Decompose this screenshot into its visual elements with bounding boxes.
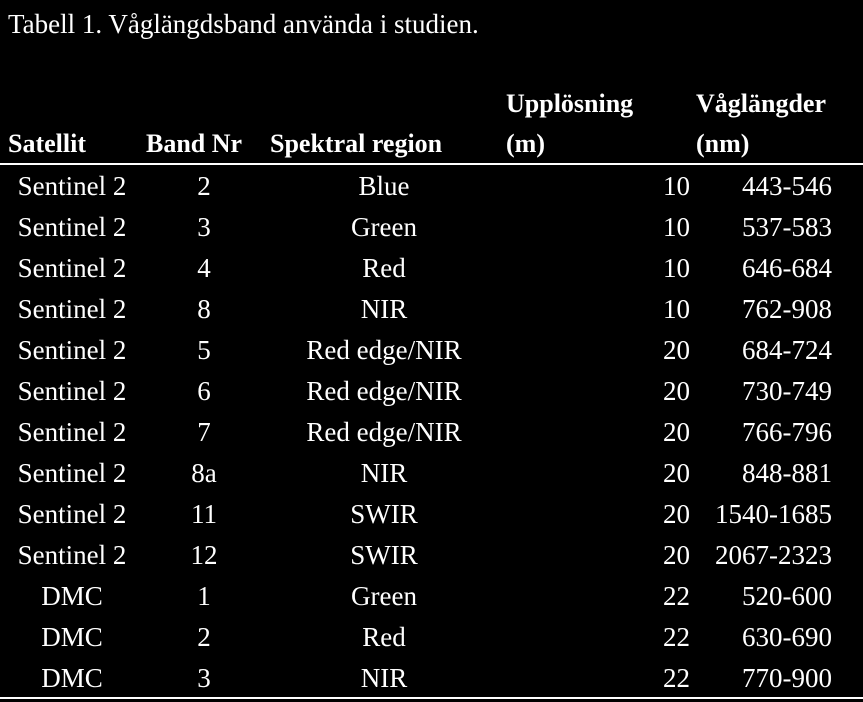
cell-band: 3	[197, 663, 211, 693]
cell-wavelength: 770-900	[742, 663, 832, 693]
table-row: Sentinel 2 7 Red edge/NIR 20 766-796	[0, 412, 863, 453]
header-divider	[0, 163, 863, 165]
cell-spectral: Green	[351, 581, 417, 611]
cell-resolution: 20	[663, 540, 690, 570]
cell-spectral: Red	[362, 622, 406, 652]
cell-spectral: Red edge/NIR	[306, 376, 462, 406]
cell-wavelength: 1540-1685	[715, 499, 832, 529]
cell-wavelength: 630-690	[742, 622, 832, 652]
cell-wavelength: 443-546	[742, 171, 832, 201]
header-wavelength: Våglängder (nm)	[696, 84, 826, 164]
header-wavelength-line-2: (nm)	[696, 129, 750, 158]
cell-satellite: Sentinel 2	[17, 171, 127, 201]
cell-satellite: Sentinel 2	[17, 335, 127, 365]
cell-band: 11	[191, 499, 217, 529]
cell-spectral: NIR	[360, 663, 408, 693]
cell-resolution: 10	[663, 294, 690, 324]
cell-spectral: NIR	[360, 294, 408, 324]
table-row: DMC 1 Green 22 520-600	[0, 576, 863, 617]
cell-resolution: 10	[663, 253, 690, 283]
cell-satellite: DMC	[41, 581, 103, 611]
cell-satellite: Sentinel 2	[17, 499, 127, 529]
cell-resolution: 22	[663, 663, 690, 693]
cell-spectral: Blue	[358, 171, 410, 201]
caption: Tabell 1. Våglängdsband använda i studie…	[8, 9, 479, 39]
cell-band: 8	[197, 294, 211, 324]
cell-wavelength: 762-908	[742, 294, 832, 324]
cell-spectral: Red edge/NIR	[306, 417, 462, 447]
cell-resolution: 22	[663, 581, 690, 611]
table-row: DMC 2 Red 22 630-690	[0, 617, 863, 658]
header-satellite: Satellit	[8, 124, 86, 164]
cell-band: 8a	[191, 458, 217, 488]
cell-satellite: DMC	[41, 622, 103, 652]
table-row: Sentinel 2 12 SWIR 20 2067-2323	[0, 535, 863, 576]
table-row: Sentinel 2 8a NIR 20 848-881	[0, 453, 863, 494]
cell-satellite: Sentinel 2	[17, 458, 127, 488]
cell-spectral: NIR	[360, 458, 408, 488]
cell-band: 7	[197, 417, 211, 447]
table-header: Satellit Band Nr Spektral region Upplösn…	[0, 84, 863, 162]
bottom-divider	[0, 697, 863, 699]
table-row: DMC 3 NIR 22 770-900	[0, 658, 863, 699]
cell-satellite: Sentinel 2	[17, 376, 127, 406]
cell-wavelength: 766-796	[742, 417, 832, 447]
header-wavelength-line-1: Våglängder	[696, 89, 826, 118]
table-row: Sentinel 2 6 Red edge/NIR 20 730-749	[0, 371, 863, 412]
cell-band: 12	[190, 540, 218, 570]
header-spectral-line-1: Spektral region	[270, 129, 443, 158]
cell-resolution: 20	[663, 417, 690, 447]
table-row: Sentinel 2 5 Red edge/NIR 20 684-724	[0, 330, 863, 371]
header-band-line-1: Band Nr	[146, 129, 243, 158]
header-satellite-line-1: Satellit	[8, 129, 86, 158]
cell-resolution: 10	[663, 212, 690, 242]
cell-wavelength: 730-749	[742, 376, 832, 406]
table-body: Sentinel 2 2 Blue 10 443-546 Sentinel 2 3 Green…	[0, 166, 863, 699]
cell-satellite: Sentinel 2	[17, 294, 127, 324]
table-row: Sentinel 2 4 Red 10 646-684	[0, 248, 863, 289]
cell-band: 2	[197, 171, 211, 201]
cell-band: 3	[197, 212, 211, 242]
cell-band: 1	[197, 581, 211, 611]
cell-wavelength: 537-583	[742, 212, 832, 242]
cell-resolution: 22	[663, 622, 690, 652]
cell-wavelength: 646-684	[742, 253, 832, 283]
cell-band: 6	[197, 376, 211, 406]
cell-resolution: 10	[663, 171, 690, 201]
cell-band: 2	[197, 622, 211, 652]
cell-spectral: SWIR	[350, 540, 418, 570]
header-band: Band Nr	[146, 124, 242, 164]
table-row: Sentinel 2 2 Blue 10 443-546	[0, 166, 863, 207]
cell-resolution: 20	[663, 335, 690, 365]
cell-wavelength: 2067-2323	[715, 540, 832, 570]
header-resolution-line-1: Upplösning	[506, 89, 634, 118]
header-resolution-line-2: (m)	[506, 129, 545, 158]
cell-satellite: Sentinel 2	[17, 212, 127, 242]
cell-resolution: 20	[663, 376, 690, 406]
table-row: Sentinel 2 8 NIR 10 762-908	[0, 289, 863, 330]
cell-spectral: Red edge/NIR	[306, 335, 462, 365]
cell-spectral: Red	[362, 253, 406, 283]
cell-band: 5	[197, 335, 211, 365]
cell-satellite: Sentinel 2	[17, 417, 127, 447]
cell-band: 4	[197, 253, 211, 283]
cell-wavelength: 848-881	[742, 458, 832, 488]
cell-satellite: DMC	[41, 663, 103, 693]
table-row: Sentinel 2 11 SWIR 20 1540-1685	[0, 494, 863, 535]
cell-resolution: 20	[663, 458, 690, 488]
header-resolution: Upplösning (m)	[506, 84, 633, 164]
header-spectral: Spektral region	[270, 124, 442, 164]
cell-spectral: SWIR	[350, 499, 418, 529]
cell-spectral: Green	[351, 212, 417, 242]
cell-satellite: Sentinel 2	[17, 540, 127, 570]
table-row: Sentinel 2 3 Green 10 537-583	[0, 207, 863, 248]
cell-resolution: 20	[663, 499, 690, 529]
cell-wavelength: 684-724	[742, 335, 832, 365]
cell-wavelength: 520-600	[742, 581, 832, 611]
cell-satellite: Sentinel 2	[17, 253, 127, 283]
